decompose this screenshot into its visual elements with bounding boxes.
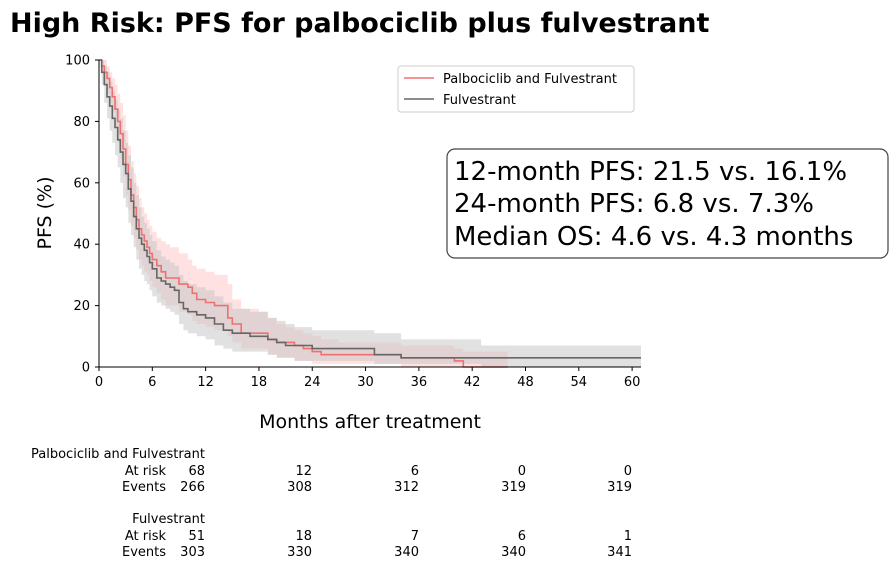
risk-at-risk-label: At risk (125, 529, 167, 544)
annotation-line-median: Median OS: 4.6 vs. 4.3 months (454, 222, 853, 252)
x-tick-label: 42 (464, 375, 481, 390)
legend-label-palbociclib: Palbociclib and Fulvestrant (443, 72, 617, 87)
risk-value: 7 (411, 529, 419, 544)
confidence-bands (99, 60, 641, 367)
x-tick-label: 12 (197, 375, 214, 390)
legend-frame (397, 65, 635, 113)
x-tick-label: 36 (411, 375, 428, 390)
survival-curves (99, 59, 641, 368)
chart-title: High Risk: PFS for palbociclib plus fulv… (10, 8, 709, 39)
x-tick-label: 48 (517, 375, 534, 390)
risk-value: 6 (411, 464, 419, 479)
x-tick-label: 60 (624, 375, 641, 390)
x-tick-label: 54 (571, 375, 588, 390)
risk-value: 6 (518, 529, 526, 544)
x-tick-label: 18 (251, 375, 268, 390)
risk-group-name: Fulvestrant (132, 512, 205, 527)
risk-value: 18 (295, 529, 312, 544)
risk-events-label: Events (122, 545, 166, 560)
x-axis-label: Months after treatment (259, 411, 481, 433)
risk-group-name: Palbociclib and Fulvestrant (31, 447, 205, 462)
risk-value: 266 (180, 480, 205, 495)
x-tick-label: 6 (148, 375, 156, 390)
legend: Palbociclib and Fulvestrant Fulvestrant (397, 65, 635, 113)
risk-value: 340 (501, 545, 526, 560)
risk-value: 1 (624, 529, 632, 544)
risk-value: 340 (394, 545, 419, 560)
annotation-line-12-month: 12-month PFS: 21.5 vs. 16.1% (454, 157, 847, 187)
risk-value: 308 (287, 480, 312, 495)
x-tick-label: 30 (357, 375, 374, 390)
risk-events-label: Events (122, 480, 166, 495)
risk-value: 12 (295, 464, 312, 479)
y-tick-label: 80 (73, 115, 90, 130)
x-ticks: 0 6 12 18 24 30 36 42 48 54 60 (95, 367, 641, 390)
y-tick-label: 40 (73, 238, 90, 253)
risk-at-risk-label: At risk (125, 464, 167, 479)
risk-value: 303 (180, 545, 205, 560)
risk-value: 68 (188, 464, 205, 479)
risk-value: 312 (394, 480, 419, 495)
y-tick-label: 60 (73, 176, 90, 191)
x-tick-label: 24 (304, 375, 321, 390)
summary-annotation: 12-month PFS: 21.5 vs. 16.1% 24-month PF… (446, 148, 889, 259)
survival-line-1 (99, 59, 641, 359)
x-tick-label: 0 (95, 375, 103, 390)
annotation-line-24-month: 24-month PFS: 6.8 vs. 7.3% (454, 189, 814, 219)
legend-label-fulvestrant: Fulvestrant (443, 93, 516, 108)
risk-value: 319 (607, 480, 632, 495)
risk-value: 341 (607, 545, 632, 560)
y-ticks: 0 20 40 60 80 100 (65, 54, 99, 376)
y-tick-label: 100 (65, 54, 90, 69)
risk-value: 0 (518, 464, 526, 479)
risk-table: Palbociclib and Fulvestrant At risk Even… (31, 447, 632, 560)
risk-value: 319 (501, 480, 526, 495)
y-tick-label: 20 (73, 299, 90, 314)
risk-value: 330 (287, 545, 312, 560)
risk-value: 0 (624, 464, 632, 479)
annotation-box (446, 148, 889, 259)
risk-value: 51 (188, 529, 205, 544)
y-axis-label: PFS (%) (34, 176, 56, 249)
y-tick-label: 0 (82, 361, 90, 376)
